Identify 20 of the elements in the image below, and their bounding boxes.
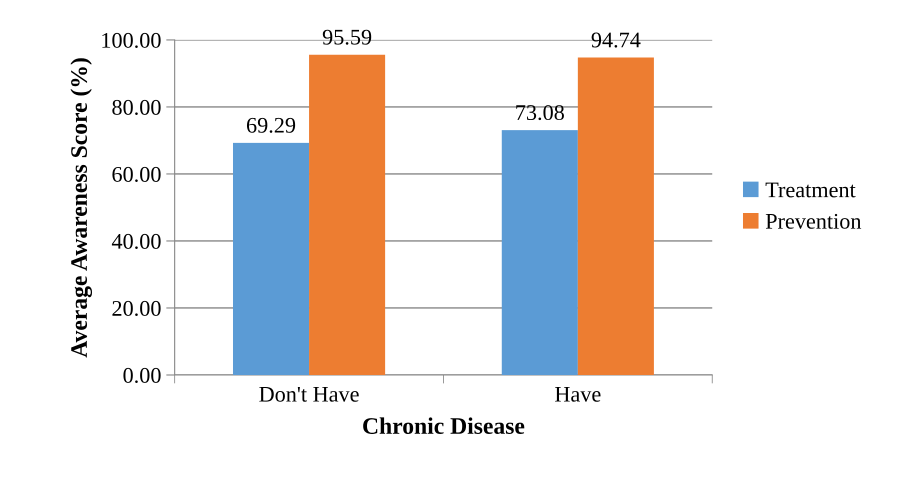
x-tick-label: Have	[555, 386, 601, 402]
y-tick-label: 40.00	[112, 234, 161, 249]
y-tick-label: 0.00	[123, 368, 161, 384]
data-label: 94.74	[592, 32, 641, 48]
bar	[502, 130, 578, 375]
data-label: 69.29	[246, 118, 296, 133]
y-tick-label: 60.00	[112, 166, 161, 182]
x-axis-title: Chronic Disease	[363, 417, 524, 434]
data-label: 95.59	[322, 30, 372, 45]
legend-label: Prevention	[766, 214, 862, 229]
bar	[309, 54, 386, 375]
bar	[232, 142, 310, 375]
y-axis-title: Average Awareness Score (%)	[70, 58, 92, 358]
y-tick-label: 100.00	[102, 32, 161, 48]
y-tick-label: 80.00	[112, 100, 161, 115]
data-label: 73.08	[516, 105, 564, 120]
bar	[578, 58, 654, 375]
x-tick-label: Don't Have	[259, 386, 359, 402]
legend-label: Treatment	[766, 182, 856, 198]
y-tick-label: 20.00	[112, 300, 161, 316]
